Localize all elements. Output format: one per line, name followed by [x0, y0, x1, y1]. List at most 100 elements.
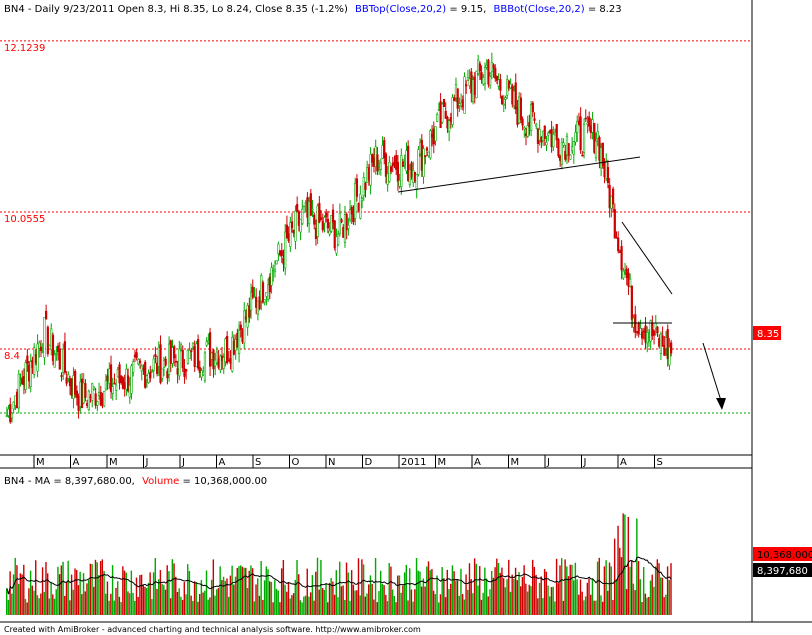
candle-body: [574, 132, 577, 143]
volume-bar: [537, 598, 539, 615]
volume-bar: [670, 563, 672, 615]
candle-body: [212, 349, 215, 370]
candle-body: [664, 337, 668, 349]
volume-bar: [35, 560, 37, 615]
volume-bar: [275, 588, 278, 615]
candle-body: [489, 76, 492, 86]
month-label: A: [219, 457, 226, 468]
candle-body: [668, 346, 671, 366]
candle-body: [492, 64, 495, 69]
volume-bar: [419, 571, 421, 615]
volume-bar: [154, 558, 156, 615]
volume-bar: [93, 586, 95, 615]
candle-body: [509, 83, 512, 89]
candle-body: [494, 67, 497, 79]
candle-body: [350, 206, 353, 215]
volume-bar: [571, 564, 573, 615]
candle-body: [427, 151, 430, 157]
candle-body: [449, 116, 452, 122]
candle-body: [79, 381, 82, 407]
price-level-label: 8.4: [4, 351, 20, 362]
volume-bar: [412, 601, 414, 615]
volume-bar: [369, 575, 372, 615]
volume-bar: [142, 584, 145, 615]
candle-body: [137, 359, 140, 365]
candle-body: [345, 213, 348, 231]
candle-body: [661, 335, 664, 347]
candle-body: [398, 180, 401, 187]
candle-body: [34, 353, 37, 364]
volume-bar: [130, 570, 133, 615]
volume-bar: [357, 558, 360, 615]
candle-body: [389, 166, 393, 172]
volume-bar: [134, 600, 136, 615]
candle-body: [108, 368, 111, 384]
candle-body: [166, 370, 169, 379]
candle-body: [330, 215, 333, 232]
volume-bar: [494, 567, 496, 615]
volume-bar: [166, 565, 168, 615]
candle-body: [186, 350, 189, 364]
volume-bar: [313, 600, 315, 615]
volume-bar: [94, 559, 97, 615]
candle-body: [646, 331, 649, 344]
candle-body: [383, 140, 386, 159]
volume-bar: [117, 581, 119, 615]
volume-bar: [429, 570, 431, 615]
volume-bar: [36, 595, 39, 615]
volume-bar: [371, 583, 373, 615]
volume-bar: [125, 572, 127, 615]
candle-body: [89, 396, 92, 399]
candle-body: [101, 397, 104, 406]
volume-bar: [518, 572, 520, 615]
volume-title-prefix: BN4 - MA: [4, 476, 50, 487]
volume-bar: [255, 584, 257, 615]
candle-body: [99, 391, 102, 406]
volume-bar: [219, 566, 221, 615]
candle-body: [473, 76, 476, 95]
candle-body: [26, 355, 29, 364]
volume-bar: [28, 588, 30, 615]
candle-body: [548, 130, 551, 133]
volume-bar: [642, 567, 645, 615]
volume-bar: [550, 587, 553, 615]
candle-body: [234, 339, 237, 351]
candle-body: [263, 299, 266, 303]
candle-body: [176, 368, 179, 375]
candle-body: [415, 174, 418, 189]
candle-body: [24, 362, 27, 390]
volume-bar: [349, 600, 351, 615]
candle-body: [596, 131, 599, 139]
volume-bar: [279, 602, 281, 615]
candle-body: [77, 396, 80, 411]
volume-bar: [38, 598, 40, 615]
volume-bar: [111, 565, 114, 615]
volume-bar: [451, 565, 454, 615]
candle-body: [419, 142, 422, 155]
volume-bar: [311, 575, 314, 615]
candle-body: [39, 346, 43, 351]
volume-bar: [325, 583, 327, 615]
candle-body: [401, 161, 405, 167]
volume-bar: [477, 585, 479, 615]
volume-axis-label: 10,368,000: [757, 550, 812, 561]
candle-body: [639, 328, 642, 336]
volume-bar: [238, 566, 240, 615]
volume-bar: [501, 567, 503, 615]
volume-bar: [468, 563, 471, 615]
volume-bar: [224, 580, 226, 615]
volume-bar: [390, 566, 392, 615]
volume-bar: [263, 580, 266, 615]
volume-bar: [303, 596, 305, 615]
candle-body: [579, 116, 582, 151]
candle-body: [214, 359, 217, 367]
volume-bar: [180, 596, 182, 615]
candle-body: [388, 161, 391, 182]
volume-bar: [402, 585, 404, 615]
volume-bar: [415, 558, 418, 615]
candle-body: [103, 391, 106, 407]
volume-bar: [467, 589, 469, 615]
volume-bar: [70, 574, 73, 615]
volume-bar: [58, 574, 61, 615]
volume-bar: [57, 566, 59, 615]
